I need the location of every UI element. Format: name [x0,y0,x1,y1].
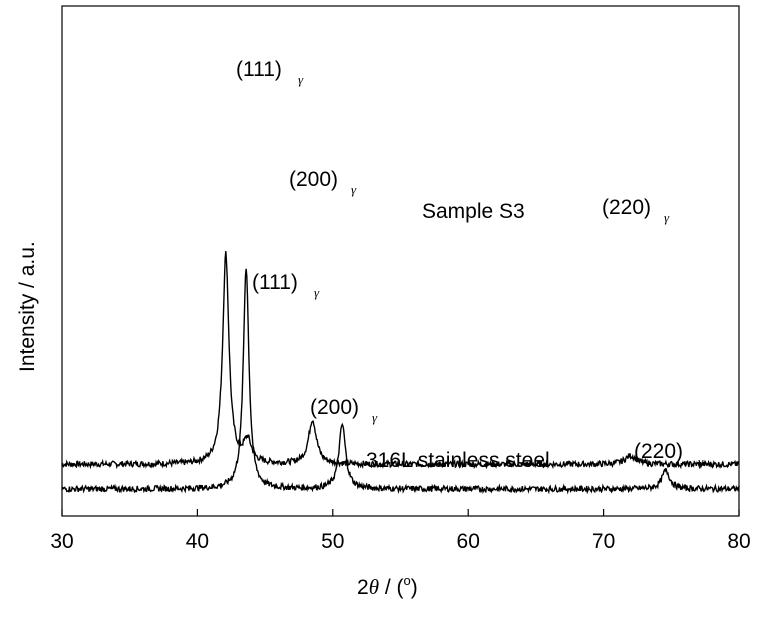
svg-text:(200): (200) [289,168,338,191]
x-tick-label-80: 80 [727,530,750,553]
peak-annotation-s3-111: (111) γ [236,58,304,87]
x-tick-label-60: 60 [457,530,480,553]
y-axis-title: Intensity / a.u. [16,241,39,372]
series-line-sample-s3 [61,251,740,470]
x-tick-labels: 30 40 50 60 70 80 [50,530,750,553]
x-tick-label-30: 30 [50,530,73,553]
svg-text:γ: γ [698,454,704,469]
svg-text:(111): (111) [236,58,282,81]
peak-annotation-s3-200: (200) γ [289,168,357,197]
svg-text:γ: γ [351,182,357,197]
svg-text:γ: γ [664,210,670,225]
x-axis-title: 2θ / (o) [357,573,418,599]
x-tick-label-50: 50 [321,530,344,553]
peak-annotation-316l-200: (200) γ [310,396,378,425]
x-tick-label-40: 40 [186,530,209,553]
svg-text:(111): (111) [252,271,298,294]
svg-text:γ: γ [298,72,304,87]
series-line-316l [61,268,740,495]
peak-annotation-316l-111: (111) γ [252,271,320,300]
plot-frame [61,5,740,517]
svg-text:(200): (200) [310,396,359,419]
peak-annotation-316l-220: (220) γ [634,440,704,469]
series-label-sample-s3: Sample S3 [422,200,525,223]
svg-text:γ: γ [372,410,378,425]
x-ticks [61,509,740,516]
x-tick-label-70: 70 [592,530,615,553]
svg-text:γ: γ [314,285,320,300]
svg-text:(220): (220) [602,196,651,219]
svg-text:(220): (220) [634,440,683,463]
series-label-316l: 316L stainless steel [366,449,550,472]
peak-annotation-s3-220: (220) γ [602,196,670,225]
